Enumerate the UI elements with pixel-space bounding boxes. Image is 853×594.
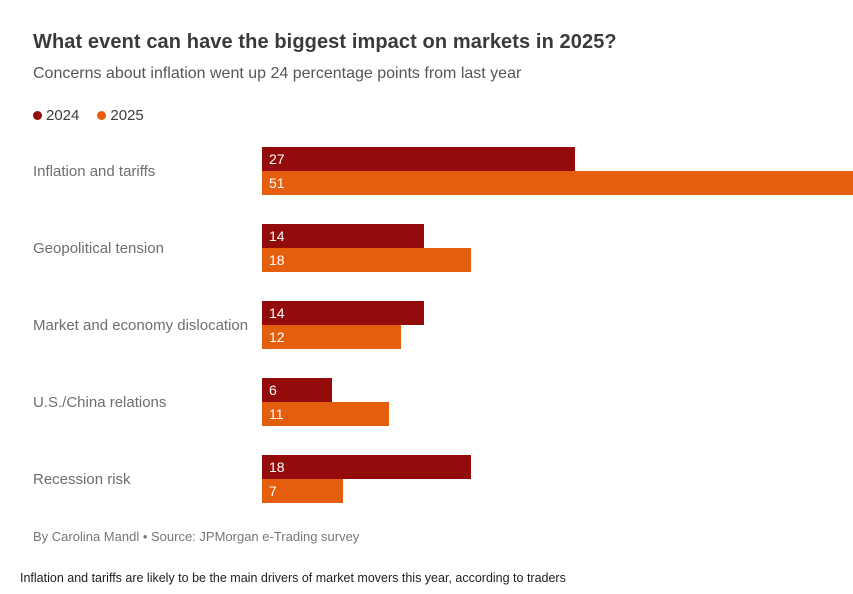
category-label: Recession risk: [33, 470, 131, 488]
legend-label-2024: 2024: [46, 107, 80, 124]
bar-group: 14 12: [262, 301, 853, 349]
legend: 2024 2025: [33, 107, 853, 124]
chart-subtitle: Concerns about inflation went up 24 perc…: [33, 65, 522, 82]
bar-group: 27 51: [262, 147, 853, 195]
bar-2025: 12: [262, 325, 402, 349]
bar-2025: 7: [262, 479, 344, 503]
chart-row: U.S./China relations 6 11: [33, 378, 853, 426]
bar-group: 18 7: [262, 455, 853, 503]
bar-value-label: 7: [269, 483, 277, 499]
bar-group: 14 18: [262, 224, 853, 272]
bar-group: 6 11: [262, 378, 853, 426]
bar-chart: Inflation and tariffs 27 51 Geopolitical te…: [33, 147, 853, 503]
chart-row: Market and economy dislocation 14 12: [33, 301, 853, 349]
bar-2025: 11: [262, 402, 390, 426]
legend-dot-2024-icon: [33, 111, 42, 120]
chart-row: Inflation and tariffs 27 51: [33, 147, 853, 195]
bar-2024: 6: [262, 378, 332, 402]
chart-row: Recession risk 18 7: [33, 455, 853, 503]
category-label: Geopolitical tension: [33, 239, 164, 257]
bar-value-label: 11: [269, 406, 284, 422]
bar-value-label: 14: [269, 305, 285, 321]
legend-item-2024: 2024: [33, 107, 79, 124]
bar-2024: 27: [262, 147, 575, 171]
category-label: Inflation and tariffs: [33, 162, 156, 180]
bar-2024: 18: [262, 455, 471, 479]
bar-value-label: 6: [269, 382, 277, 398]
chart-row: Geopolitical tension 14 18: [33, 224, 853, 272]
bar-value-label: 12: [269, 329, 285, 345]
legend-item-2025: 2025: [97, 107, 144, 124]
byline: By Carolina Mandl • Source: JPMorgan e-T…: [33, 529, 360, 544]
bar-value-label: 18: [269, 252, 285, 268]
bar-value-label: 27: [269, 151, 285, 167]
bar-2025: 18: [262, 248, 471, 272]
legend-label-2025: 2025: [110, 107, 144, 124]
caption-note: Inflation and tariffs are likely to be t…: [20, 571, 566, 585]
legend-dot-2025-icon: [97, 111, 107, 120]
bar-2025: 51: [262, 171, 853, 195]
bar-value-label: 18: [269, 459, 285, 475]
bar-2024: 14: [262, 224, 425, 248]
bar-2024: 14: [262, 301, 425, 325]
category-label: Market and economy dislocation: [33, 316, 249, 334]
bar-value-label: 14: [269, 228, 285, 244]
chart-title: What event can have the biggest impact o…: [33, 31, 617, 53]
category-label: U.S./China relations: [33, 393, 167, 411]
bar-value-label: 51: [269, 175, 285, 191]
